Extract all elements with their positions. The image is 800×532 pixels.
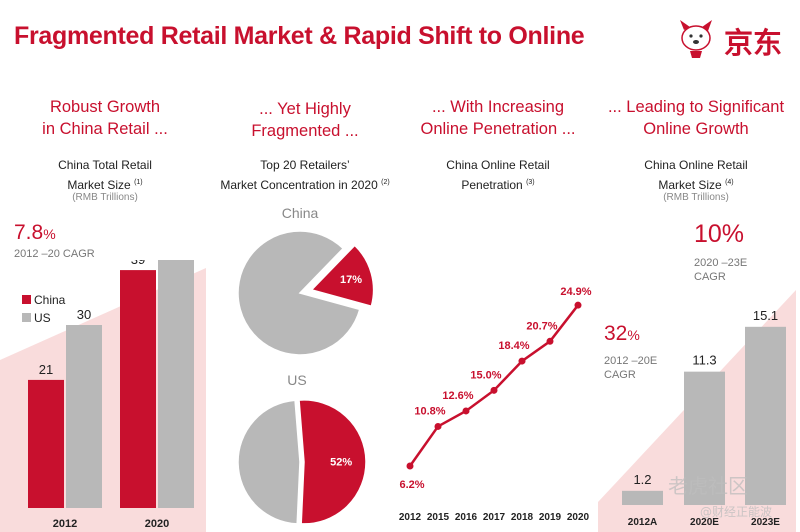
penetration-label-2018: 18.4%	[498, 340, 529, 352]
panel1-subtitle: China Total Retail Market Size (1)	[58, 158, 152, 192]
penetration-point-2018	[518, 357, 526, 365]
online-fcst-cagr-label: 2020 –23E CAGR	[694, 257, 748, 283]
x-tick-2023E: 2023E	[751, 517, 780, 528]
x-tick-2020: 2020	[567, 512, 590, 523]
bar-label-china-2012: 21	[39, 362, 53, 377]
panel3-subtitle: China Online Retail Penetration (3)	[446, 158, 550, 192]
page-title: Fragmented Retail Market & Rapid Shift t…	[14, 22, 585, 50]
penetration-label-2016: 12.6%	[442, 390, 473, 402]
penetration-point-2015	[434, 422, 442, 430]
penetration-point-2012	[406, 462, 414, 470]
bar-us-2012	[66, 325, 102, 508]
online-hist-cagr-value: 32%	[604, 322, 640, 345]
watermark-subtext: @财经正能波	[700, 505, 773, 519]
penetration-label-2015: 10.8%	[414, 405, 445, 417]
online-bar-2020E	[684, 371, 725, 505]
us-concentration-pie-chart: US 52%	[237, 372, 367, 525]
penetration-point-2020	[574, 301, 582, 309]
china-pie-slice-0	[310, 244, 375, 308]
retail-market-bar-chart: 2130201239412020ChinaUS	[0, 260, 206, 532]
china-pie-slice-1	[237, 230, 361, 356]
online-bar-label-2020E: 11.3	[692, 353, 716, 368]
panel1-heading: Robust Growth in China Retail ...	[42, 98, 168, 138]
online-hist-cagr-label: 2012 –20E CAGR	[604, 355, 658, 381]
panel2-heading: ... Yet Highly Fragmented ...	[251, 100, 359, 140]
jd-dog-logo-icon	[680, 20, 712, 58]
panel4-heading: ... Leading to Significant Online Growth	[607, 98, 785, 138]
penetration-label-2019: 20.7%	[526, 320, 557, 332]
us-pie-title: US	[287, 372, 306, 388]
online-bar-label-2012A: 1.2	[633, 472, 651, 487]
china-pie-label-0: 17%	[340, 274, 362, 286]
china-pie-title: China	[282, 205, 319, 221]
jd-logo-text: 京东	[724, 26, 783, 60]
us-pie-slice-1	[237, 399, 301, 525]
penetration-label-2017: 15.0%	[470, 369, 501, 381]
panel4-unit: (RMB Trillions)	[663, 192, 729, 203]
bar-us-2020	[158, 260, 194, 508]
legend-label-us: US	[34, 311, 51, 325]
x-tick-2012A: 2012A	[628, 517, 657, 528]
retail-cagr-value: 7.8%	[14, 221, 56, 244]
bar-label-china-2020: 39	[131, 260, 145, 267]
online-bar-2023E	[745, 326, 786, 505]
penetration-point-2016	[462, 407, 470, 415]
penetration-label-2020: 24.9%	[560, 286, 591, 298]
retail-cagr-label: 2012 –20 CAGR	[14, 248, 95, 260]
x-tick-2012: 2012	[53, 518, 77, 530]
x-tick-2012: 2012	[399, 512, 422, 523]
panel3-heading: ... With Increasing Online Penetration ..…	[420, 98, 576, 138]
us-pie-label-0: 52%	[330, 456, 352, 468]
penetration-point-2017	[490, 386, 498, 394]
x-tick-2020E: 2020E	[690, 517, 719, 528]
panel1-unit: (RMB Trillions)	[72, 192, 138, 203]
bar-china-2020	[120, 270, 156, 508]
x-tick-2019: 2019	[539, 512, 562, 523]
bar-label-us-2012: 30	[77, 307, 91, 322]
x-tick-2018: 2018	[511, 512, 534, 523]
bar-china-2012	[28, 379, 64, 508]
online-bar-label-2023E: 15.1	[753, 308, 778, 323]
x-tick-2016: 2016	[455, 512, 478, 523]
x-tick-2017: 2017	[483, 512, 506, 523]
online-fcst-cagr-value: 10%	[694, 220, 745, 248]
china-concentration-pie-chart: China 17%	[237, 205, 375, 356]
penetration-point-2019	[546, 337, 554, 345]
us-pie-slice-0	[298, 399, 367, 525]
panel4-subtitle: China Online Retail Market Size (4)	[644, 158, 748, 192]
watermark-text: 老虎社区	[668, 474, 748, 498]
x-tick-2015: 2015	[427, 512, 450, 523]
legend-swatch-us	[22, 313, 31, 322]
online-market-bar-chart: 1.2 2012A 11.3 2020E 15.1 2023E	[598, 290, 796, 532]
online-bar-2012A	[622, 490, 663, 505]
x-tick-2020: 2020	[145, 518, 169, 530]
online-penetration-line-chart: 6.2% 2012 10.8% 2015 12.6% 2016 15.0% 2017 18.4%…	[399, 286, 592, 523]
legend-swatch-china	[22, 295, 31, 304]
penetration-label-2012: 6.2%	[399, 479, 424, 491]
panel2-subtitle: Top 20 Retailers’ Market Concentration in…	[220, 158, 390, 192]
legend-label-china: China	[34, 293, 66, 307]
